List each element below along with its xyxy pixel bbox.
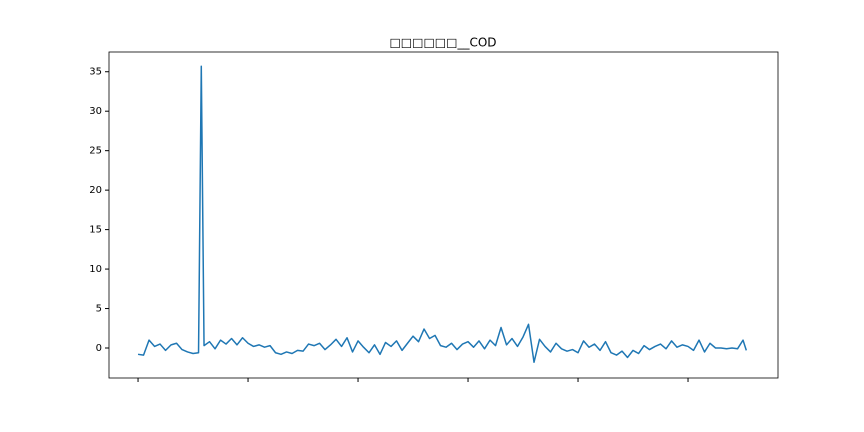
plot-frame bbox=[108, 51, 779, 379]
y-tick-label: 15 bbox=[89, 225, 102, 236]
y-tick-label: 35 bbox=[89, 67, 102, 78]
y-tick-label: 25 bbox=[89, 146, 102, 157]
chart-title: □□□□□□__COD bbox=[389, 36, 496, 50]
data-line bbox=[137, 65, 748, 363]
y-tick-label: 5 bbox=[96, 304, 102, 315]
y-tick-label: 20 bbox=[89, 185, 102, 196]
y-tick-label: 0 bbox=[96, 343, 102, 354]
y-tick-label: 30 bbox=[89, 106, 102, 117]
y-tick-label: 10 bbox=[89, 264, 102, 275]
